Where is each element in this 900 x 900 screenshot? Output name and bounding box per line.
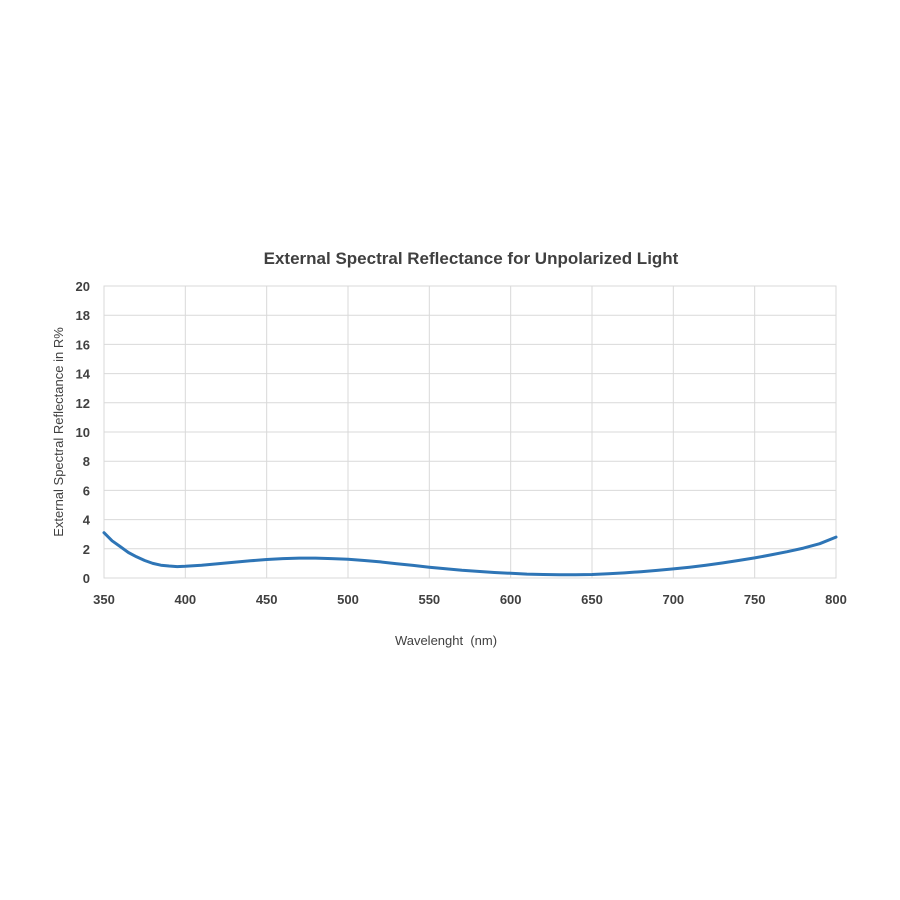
x-tick-label: 350 [93,592,115,607]
y-tick-label: 20 [76,279,90,294]
x-tick-label: 400 [174,592,196,607]
gridlines [103,285,837,579]
y-tick-label: 12 [76,396,90,411]
plot-frame [103,285,837,579]
y-tick-label: 2 [83,542,90,557]
x-tick-label: 800 [825,592,847,607]
x-tick-label: 750 [744,592,766,607]
x-tick-label: 450 [256,592,278,607]
y-tick-label: 18 [76,308,90,323]
x-tick-label: 600 [500,592,522,607]
x-tick-label: 650 [581,592,603,607]
y-tick-label: 6 [83,483,90,498]
chart-title: External Spectral Reflectance for Unpola… [264,249,679,268]
y-tick-label: 14 [76,367,91,382]
y-axis-label: External Spectral Reflectance in R% [51,327,66,537]
y-tick-labels: 0 2 4 6 8 10 12 14 16 18 20 [76,279,91,586]
x-tick-label: 700 [662,592,684,607]
y-tick-label: 4 [83,513,91,528]
x-tick-labels: 350 400 450 500 550 600 650 700 750 800 [93,592,847,607]
y-tick-label: 16 [76,337,90,352]
y-tick-label: 0 [83,571,90,586]
reflectance-series-line [102,531,838,577]
x-tick-label: 550 [418,592,440,607]
y-tick-label: 8 [83,454,90,469]
x-axis-label: Wavelenght (nm) [395,633,497,648]
y-tick-label: 10 [76,425,90,440]
x-tick-label: 500 [337,592,359,607]
